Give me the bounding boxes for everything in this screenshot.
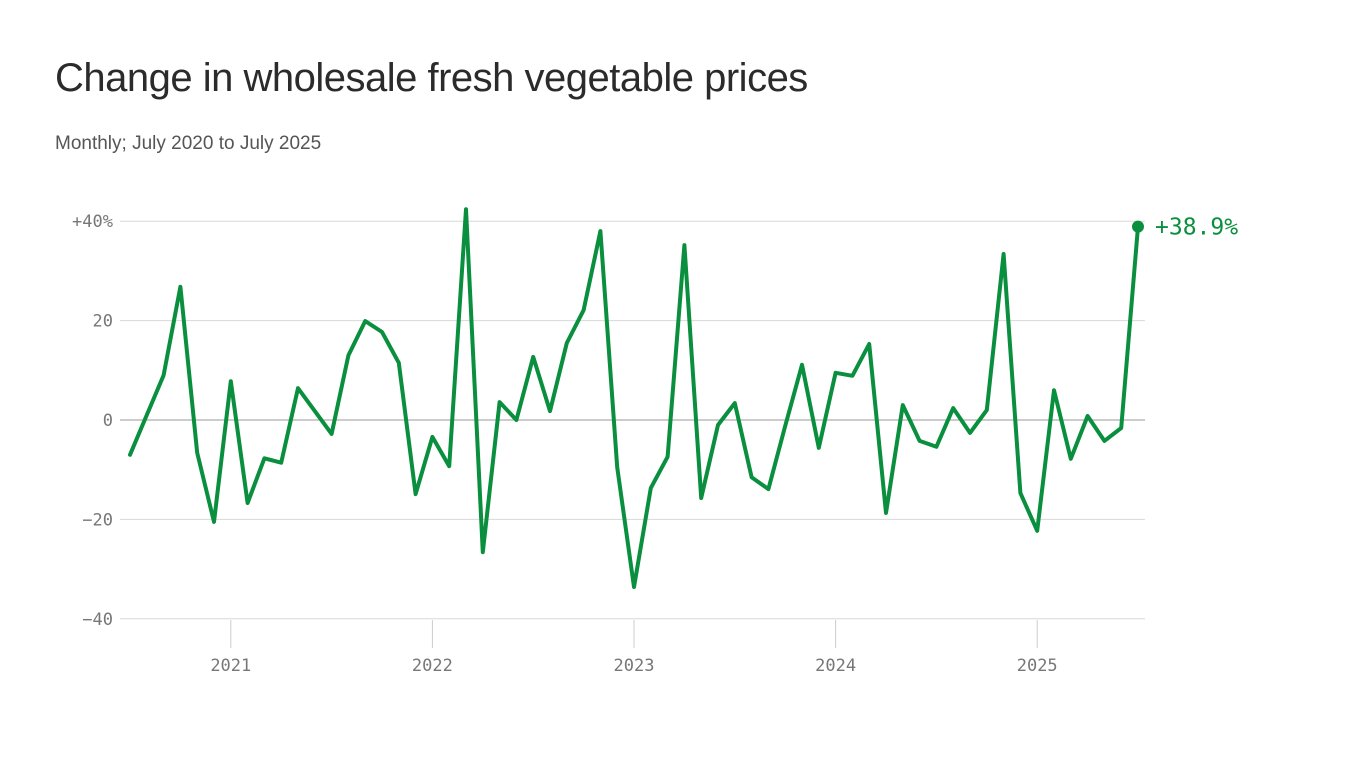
y-tick-label: −20 <box>82 510 113 530</box>
chart-subtitle: Monthly; July 2020 to July 2025 <box>55 133 322 154</box>
x-tick-label: 2023 <box>614 656 655 676</box>
y-tick-label: 0 <box>103 411 113 431</box>
x-tick-label: 2022 <box>412 656 453 676</box>
end-value-label: +38.9% <box>1155 215 1238 241</box>
x-tick-label: 2024 <box>815 656 856 676</box>
x-tick-label: 2025 <box>1017 656 1058 676</box>
y-tick-label: −40 <box>82 610 113 630</box>
y-tick-label: 20 <box>93 312 113 332</box>
chart-title: Change in wholesale fresh vegetable pric… <box>55 56 808 100</box>
series-line <box>128 207 1140 589</box>
x-tick-label: 2021 <box>210 656 251 676</box>
y-tick-label: +40% <box>72 212 113 232</box>
end-point-marker <box>1132 220 1144 233</box>
